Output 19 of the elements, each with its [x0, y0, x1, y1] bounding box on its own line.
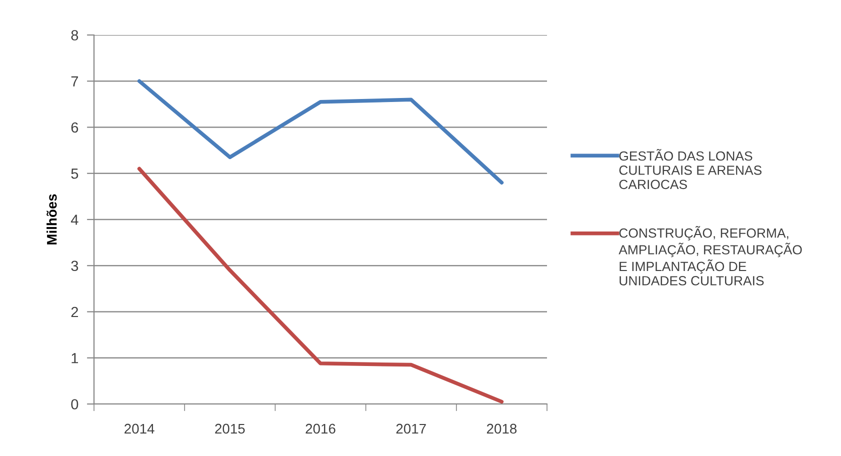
- y-axis-title: Milhões: [46, 194, 57, 244]
- legend-label: CONSTRUÇÃO, REFORMA, AMPLIAÇÃO, RESTAURAÇÃO E IMPLANTAÇÃO DE UNIDADES CULTURAIS: [618, 226, 802, 286]
- y-tick-label: 4: [70, 214, 78, 225]
- y-tick-label: 5: [71, 168, 78, 179]
- y-tick-label: 7: [71, 76, 78, 86]
- x-tick-label: 2014: [124, 424, 154, 434]
- y-tick-label: 3: [71, 260, 78, 272]
- x-tick-label: 2018: [486, 424, 517, 434]
- legend-label: GESTÃO DAS LONAS CULTURAIS E ARENAS CARIOCAS: [619, 148, 762, 190]
- x-tick-label: 2017: [396, 424, 426, 434]
- y-tick-label: 0: [71, 399, 78, 410]
- y-tick-label: 6: [71, 122, 78, 133]
- y-tick-label: 1: [72, 353, 78, 364]
- y-tick-label: 2: [71, 306, 78, 318]
- line-series: [137, 79, 504, 184]
- x-tick-label: 2015: [215, 424, 245, 434]
- y-tick-label: 8: [71, 30, 78, 40]
- line-series: [137, 166, 504, 404]
- x-tick-label: 2016: [306, 424, 336, 434]
